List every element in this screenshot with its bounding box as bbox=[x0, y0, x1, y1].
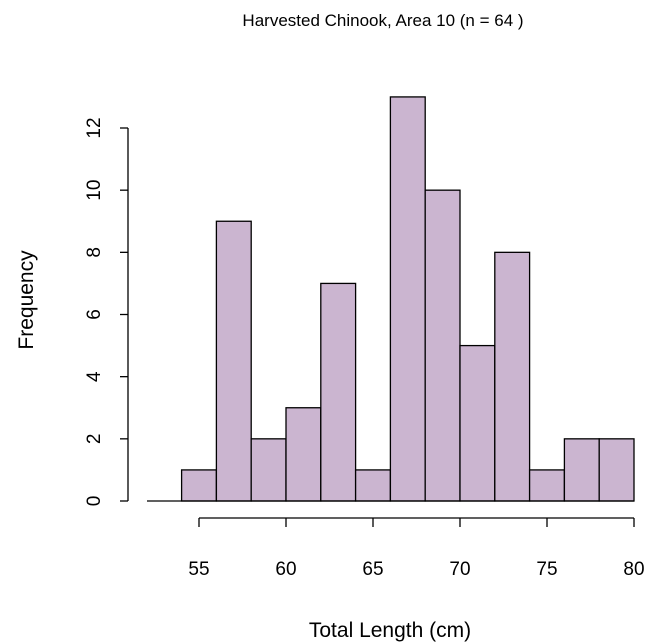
y-axis-label: Frequency bbox=[15, 250, 38, 350]
chart-title: Harvested Chinook, Area 10 (n = 64 ) bbox=[242, 11, 523, 30]
histogram-bar bbox=[285, 407, 322, 502]
x-tick-label: 75 bbox=[536, 559, 557, 580]
x-axis-label: Total Length (cm) bbox=[309, 619, 471, 642]
histogram-bar bbox=[494, 251, 531, 502]
histogram-bar bbox=[180, 469, 218, 502]
x-tick-label: 65 bbox=[362, 559, 383, 580]
histogram-bar bbox=[354, 469, 392, 502]
x-tick-label: 80 bbox=[623, 559, 644, 580]
y-tick-label: 12 bbox=[84, 117, 105, 138]
histogram-bar bbox=[598, 438, 635, 502]
histogram-bar bbox=[320, 282, 357, 502]
histogram-bar bbox=[250, 438, 287, 502]
y-tick-label: 10 bbox=[84, 180, 105, 201]
histogram-bar bbox=[459, 344, 496, 502]
y-tick-label: 8 bbox=[84, 247, 105, 258]
x-tick-label: 55 bbox=[188, 559, 209, 580]
bars-group bbox=[147, 96, 635, 502]
histogram-bar bbox=[389, 96, 426, 502]
histogram-bar bbox=[215, 220, 252, 502]
histogram-bar bbox=[528, 469, 566, 502]
y-tick-label: 0 bbox=[84, 496, 105, 507]
y-tick-label: 4 bbox=[84, 371, 105, 382]
y-tick-label: 2 bbox=[84, 434, 105, 445]
histogram-bar bbox=[563, 438, 600, 502]
x-tick-label: 60 bbox=[275, 559, 296, 580]
y-tick-label: 6 bbox=[84, 309, 105, 320]
x-tick-label: 70 bbox=[449, 559, 470, 580]
histogram-bar bbox=[424, 189, 461, 502]
x-axis: 55 60 65 70 75 80 bbox=[188, 517, 645, 580]
y-axis: 0 2 4 6 8 10 12 bbox=[84, 117, 129, 507]
